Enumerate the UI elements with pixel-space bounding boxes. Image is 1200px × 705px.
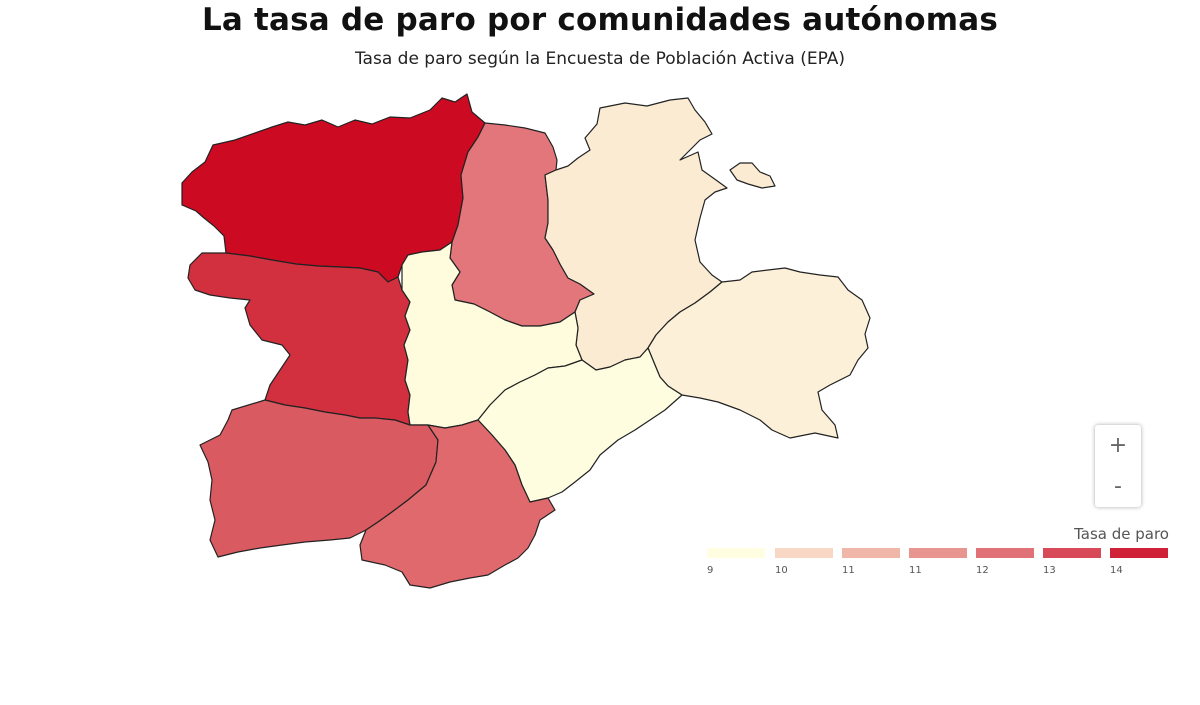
legend-title: Tasa de paro — [1074, 525, 1169, 543]
legend-swatch — [707, 548, 765, 558]
region-north-east[interactable] — [544, 97, 728, 371]
region-west-mid[interactable] — [187, 252, 411, 426]
legend-label: 12 — [976, 565, 989, 576]
zoom-out-button[interactable]: - — [1114, 474, 1122, 499]
legend-label: 11 — [909, 565, 922, 576]
region-center-east[interactable] — [477, 347, 683, 503]
legend-swatch — [909, 548, 967, 558]
legend-swatch — [976, 548, 1034, 558]
map-title: La tasa de paro por comunidades autónoma… — [201, 2, 999, 38]
legend-swatch — [1110, 548, 1168, 558]
zoom-in-button[interactable]: + — [1108, 433, 1128, 458]
legend-label: 10 — [775, 565, 788, 576]
region-south[interactable] — [359, 419, 556, 589]
legend-swatch — [775, 548, 833, 558]
legend-swatch — [1043, 548, 1101, 558]
legend-label: 9 — [707, 565, 714, 576]
zoom-control: + - — [1095, 425, 1141, 507]
legend-label: 13 — [1043, 565, 1056, 576]
legend-swatch — [842, 548, 900, 558]
legend-label: 14 — [1110, 565, 1123, 576]
region-enclave[interactable] — [729, 162, 776, 189]
legend-label: 11 — [842, 565, 855, 576]
map-subtitle: Tasa de paro según la Encuesta de Poblac… — [354, 49, 846, 69]
